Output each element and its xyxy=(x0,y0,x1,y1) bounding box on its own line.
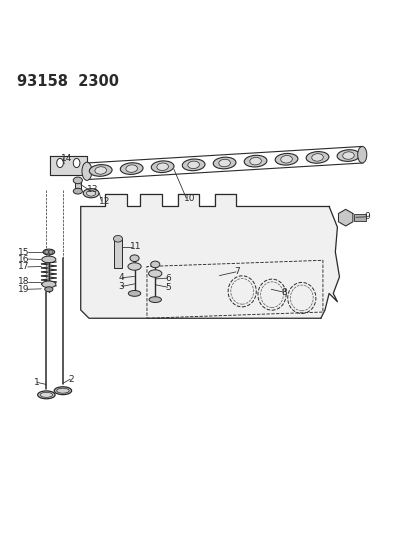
Ellipse shape xyxy=(73,177,82,184)
Text: 2: 2 xyxy=(68,375,74,384)
Text: 19: 19 xyxy=(18,285,30,294)
Text: 1: 1 xyxy=(33,378,39,387)
Ellipse shape xyxy=(42,256,56,263)
Text: 5: 5 xyxy=(165,282,171,292)
Bar xyxy=(74,181,81,191)
Ellipse shape xyxy=(43,249,55,255)
Ellipse shape xyxy=(45,250,49,254)
Text: 14: 14 xyxy=(61,154,72,163)
Ellipse shape xyxy=(83,189,99,198)
Ellipse shape xyxy=(57,388,69,393)
Ellipse shape xyxy=(54,387,71,394)
Ellipse shape xyxy=(150,261,159,268)
Polygon shape xyxy=(50,156,87,175)
Text: 9: 9 xyxy=(363,212,369,221)
Ellipse shape xyxy=(73,158,80,167)
Text: 93158  2300: 93158 2300 xyxy=(17,74,118,89)
Ellipse shape xyxy=(188,161,199,168)
Ellipse shape xyxy=(336,150,359,161)
Ellipse shape xyxy=(151,161,173,173)
Ellipse shape xyxy=(128,290,140,296)
Text: 15: 15 xyxy=(18,247,30,256)
Ellipse shape xyxy=(213,157,235,169)
Text: 11: 11 xyxy=(130,242,142,251)
Ellipse shape xyxy=(126,165,137,172)
Ellipse shape xyxy=(40,392,52,397)
Ellipse shape xyxy=(128,263,141,270)
Text: 12: 12 xyxy=(99,197,110,206)
Polygon shape xyxy=(338,209,352,226)
Ellipse shape xyxy=(157,163,168,171)
Ellipse shape xyxy=(149,297,161,303)
Ellipse shape xyxy=(182,159,204,171)
Ellipse shape xyxy=(113,236,122,242)
Ellipse shape xyxy=(280,156,292,163)
Text: 7: 7 xyxy=(233,268,239,277)
Ellipse shape xyxy=(42,281,56,288)
Ellipse shape xyxy=(95,167,106,174)
Ellipse shape xyxy=(357,147,366,163)
Polygon shape xyxy=(81,194,339,318)
Ellipse shape xyxy=(342,152,354,159)
Ellipse shape xyxy=(45,287,53,292)
Text: 3: 3 xyxy=(118,282,124,291)
Bar xyxy=(353,214,366,221)
Text: 10: 10 xyxy=(184,193,195,203)
Ellipse shape xyxy=(148,270,161,277)
Ellipse shape xyxy=(82,162,92,180)
Ellipse shape xyxy=(218,159,230,167)
Ellipse shape xyxy=(73,188,82,194)
Text: 8: 8 xyxy=(281,288,287,297)
Ellipse shape xyxy=(130,255,139,262)
Ellipse shape xyxy=(89,165,112,176)
Ellipse shape xyxy=(244,155,266,167)
Ellipse shape xyxy=(86,190,95,196)
Ellipse shape xyxy=(311,154,323,161)
Ellipse shape xyxy=(38,391,55,399)
Text: 17: 17 xyxy=(18,262,30,271)
Bar xyxy=(114,239,121,268)
Text: 13: 13 xyxy=(87,185,98,195)
Ellipse shape xyxy=(249,157,261,165)
Text: 18: 18 xyxy=(18,277,30,286)
Ellipse shape xyxy=(57,158,63,167)
Ellipse shape xyxy=(275,154,297,165)
Ellipse shape xyxy=(120,163,143,174)
Text: 6: 6 xyxy=(165,273,171,282)
Text: 16: 16 xyxy=(18,255,30,263)
Ellipse shape xyxy=(49,250,53,254)
Text: 4: 4 xyxy=(118,273,124,282)
Ellipse shape xyxy=(305,151,328,163)
